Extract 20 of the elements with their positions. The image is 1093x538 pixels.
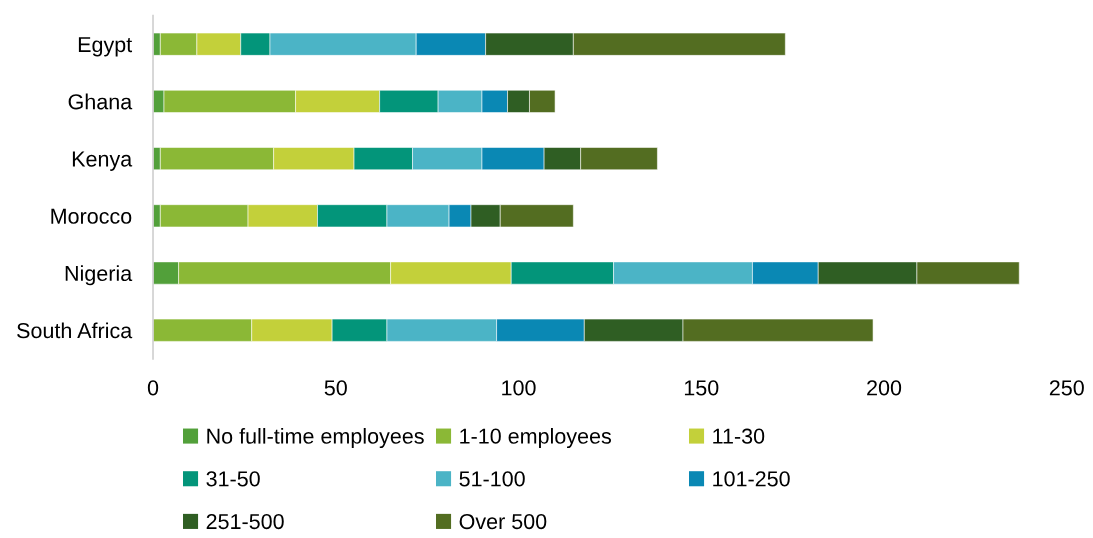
legend-label: 101-250 — [713, 471, 790, 487]
x-tick-label: 150 — [684, 380, 719, 396]
legend-label: Over 500 — [459, 513, 547, 530]
y-tick-label: Kenya — [72, 151, 133, 171]
legend-label: 51-100 — [459, 471, 525, 487]
x-tick-label: 250 — [1049, 380, 1084, 396]
legend-label: 251-500 — [206, 513, 284, 530]
x-tick-label: 100 — [502, 380, 536, 396]
y-tick-label: Egypt — [78, 37, 133, 57]
legend-label: No full-time employees — [207, 428, 424, 449]
x-tick-label: 50 — [324, 380, 347, 396]
y-tick-label: Ghana — [68, 93, 133, 110]
y-tick-label: Morocco — [51, 208, 132, 224]
y-tick-label: South Africa — [17, 322, 133, 339]
y-tick-label: Nigeria — [65, 265, 133, 286]
x-tick-label: 200 — [867, 380, 902, 396]
legend-label: 11-30 — [713, 428, 765, 444]
x-tick-label: 0 — [147, 380, 159, 396]
legend-label: 31-50 — [206, 471, 260, 487]
legend-label: 1-10 employees — [460, 428, 611, 449]
